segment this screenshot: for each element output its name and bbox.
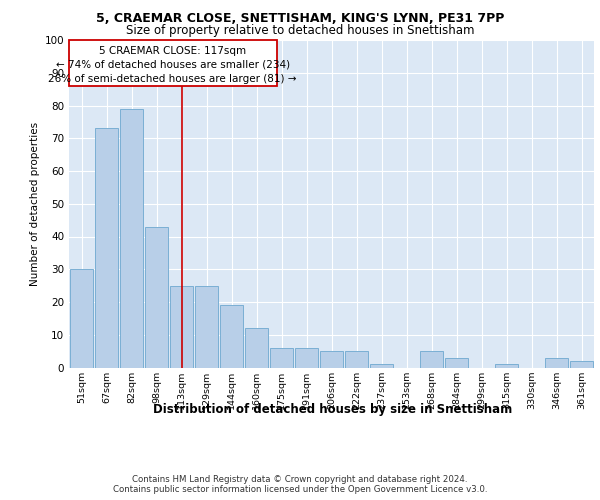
Bar bbox=[570, 361, 593, 368]
Text: Contains HM Land Registry data © Crown copyright and database right 2024.
Contai: Contains HM Land Registry data © Crown c… bbox=[113, 474, 487, 494]
Bar bbox=[270, 348, 293, 368]
Bar bbox=[120, 109, 143, 368]
Bar bbox=[95, 128, 118, 368]
Bar bbox=[320, 351, 343, 368]
Bar bbox=[420, 351, 443, 368]
Y-axis label: Number of detached properties: Number of detached properties bbox=[31, 122, 40, 286]
Text: Distribution of detached houses by size in Snettisham: Distribution of detached houses by size … bbox=[154, 402, 512, 415]
Text: 26% of semi-detached houses are larger (81) →: 26% of semi-detached houses are larger (… bbox=[49, 74, 297, 85]
Text: ← 74% of detached houses are smaller (234): ← 74% of detached houses are smaller (23… bbox=[56, 60, 290, 70]
Text: 5 CRAEMAR CLOSE: 117sqm: 5 CRAEMAR CLOSE: 117sqm bbox=[99, 46, 247, 56]
Bar bbox=[170, 286, 193, 368]
Bar bbox=[345, 351, 368, 368]
Bar bbox=[220, 306, 243, 368]
FancyBboxPatch shape bbox=[69, 40, 277, 86]
Bar bbox=[195, 286, 218, 368]
Bar bbox=[295, 348, 318, 368]
Bar bbox=[370, 364, 393, 368]
Text: Size of property relative to detached houses in Snettisham: Size of property relative to detached ho… bbox=[126, 24, 474, 37]
Bar bbox=[495, 364, 518, 368]
Bar bbox=[545, 358, 568, 368]
Bar bbox=[145, 226, 168, 368]
Bar bbox=[245, 328, 268, 368]
Text: 5, CRAEMAR CLOSE, SNETTISHAM, KING'S LYNN, PE31 7PP: 5, CRAEMAR CLOSE, SNETTISHAM, KING'S LYN… bbox=[96, 12, 504, 26]
Bar bbox=[445, 358, 468, 368]
Bar bbox=[70, 269, 93, 368]
